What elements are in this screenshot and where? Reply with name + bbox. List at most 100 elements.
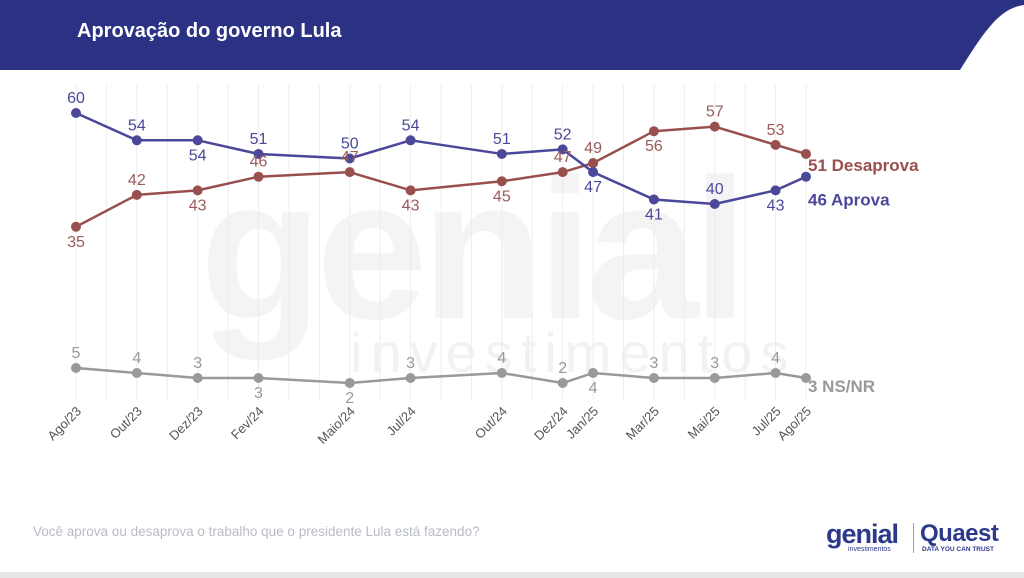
nsnr-data-label: 2: [345, 390, 354, 407]
desaprova-point: [71, 221, 81, 232]
x-tick-label: Dez/23: [166, 404, 206, 444]
desaprova-point: [344, 167, 355, 178]
aprova-data-label: 40: [706, 181, 724, 198]
desaprova-data-label: 35: [67, 234, 85, 251]
x-tick-label: Fev/24: [228, 404, 267, 443]
nsnr-data-label: 4: [589, 380, 598, 397]
aprova-data-label: 51: [493, 131, 511, 148]
desaprova-data-label: 47: [341, 149, 359, 166]
logo-divider: [913, 523, 914, 553]
desaprova-end-label: 51 Desaprova: [808, 156, 919, 175]
nsnr-point: [588, 368, 599, 378]
watermark-logo: genial investimentos: [200, 150, 840, 410]
nsnr-data-label: 4: [132, 350, 141, 367]
aprova-point: [71, 108, 81, 118]
aprova-data-label: 41: [645, 206, 663, 223]
x-tick-label: Maio/24: [315, 404, 358, 447]
desaprova-point: [496, 176, 507, 187]
nsnr-point: [131, 368, 142, 378]
desaprova-data-label: 43: [402, 197, 420, 214]
desaprova-point: [588, 158, 599, 169]
aprova-data-label: 54: [189, 147, 207, 164]
page-title: Aprovação do governo Lula: [77, 20, 342, 42]
desaprova-point: [131, 189, 142, 200]
desaprova-data-label: 45: [493, 188, 511, 205]
x-tick-label: Mai/25: [685, 404, 723, 442]
nsnr-point: [344, 378, 355, 388]
aprova-point: [253, 148, 264, 159]
nsnr-point: [496, 368, 507, 378]
nsnr-data-label: 3: [406, 355, 415, 372]
grid-lines: [75, 85, 807, 400]
aprova-point: [192, 135, 203, 146]
aprova-data-label: 43: [767, 197, 785, 214]
desaprova-data-label: 47: [554, 149, 572, 166]
nsnr-data-label: 4: [771, 350, 780, 367]
x-tick-label: Ago/23: [44, 404, 84, 444]
desaprova-point: [192, 185, 203, 196]
aprova-end-label: 46 Aprova: [808, 191, 890, 210]
x-tick-label: Ago/25: [774, 404, 814, 444]
nsnr-data-label: 5: [72, 345, 81, 362]
desaprova-data-label: 53: [767, 122, 785, 139]
desaprova-point: [405, 185, 416, 196]
aprova-data-label: 50: [341, 136, 359, 153]
x-tick-label: Dez/24: [531, 404, 571, 444]
x-tick-label: Mar/25: [623, 404, 662, 443]
x-tick-label: Out/23: [107, 404, 145, 442]
aprova-data-label: 60: [67, 90, 85, 107]
aprova-point: [405, 135, 416, 146]
desaprova-data-label: 57: [706, 104, 724, 121]
x-tick-label: Out/24: [472, 404, 510, 442]
desaprova-point: [801, 148, 811, 159]
aprova-data-label: 51: [250, 131, 268, 148]
nsnr-data-label: 3: [710, 355, 719, 372]
quaest-logo-text: Quaest: [920, 520, 999, 547]
desaprova-point: [709, 121, 720, 132]
aprova-data-label: 52: [554, 126, 572, 143]
genial-logo-sub: investimentos: [848, 546, 891, 553]
aprova-point: [496, 148, 507, 159]
aprova-point: [131, 135, 142, 146]
aprova-point: [648, 194, 659, 205]
aprova-point: [588, 167, 599, 178]
series-layer: [71, 108, 811, 388]
nsnr-point: [648, 373, 659, 383]
nsnr-data-label: 3: [254, 385, 263, 402]
desaprova-point: [648, 126, 659, 137]
nsnr-point: [770, 368, 781, 378]
header-background: [0, 0, 1024, 70]
nsnr-data-label: 3: [649, 355, 658, 372]
nsnr-data-label: 2: [558, 360, 567, 377]
survey-question: Você aprova ou desaprova o trabalho que …: [33, 524, 480, 539]
desaprova-point: [770, 139, 781, 150]
nsnr-data-label: 4: [497, 350, 506, 367]
genial-logo-text: genial: [826, 519, 899, 549]
nsnr-point: [192, 373, 203, 383]
aprova-data-label: 54: [402, 117, 420, 134]
aprova-point: [709, 199, 720, 209]
nsnr-point: [405, 373, 416, 383]
aprova-point: [557, 144, 568, 155]
nsnr-point: [801, 373, 811, 383]
nsnr-point: [253, 373, 264, 383]
nsnr-point: [709, 373, 720, 383]
desaprova-data-label: 46: [250, 154, 268, 171]
aprova-point: [801, 171, 811, 182]
aprova-point: [344, 153, 355, 164]
desaprova-point: [557, 167, 568, 178]
nsnr-data-label: 3: [193, 355, 202, 372]
x-axis: Ago/23 Out/23 Dez/23 Fev/24 Maio/24 Jul/24 Out…: [44, 404, 814, 447]
desaprova-data-label: 43: [189, 197, 207, 214]
quaest-logo-sub: DATA YOU CAN TRUST: [922, 546, 994, 553]
x-tick-label: Jul/24: [384, 404, 419, 439]
genial-logo: genial investimentos: [826, 520, 908, 556]
desaprova-data-label: 56: [645, 138, 663, 155]
aprova-point: [770, 185, 781, 196]
aprova-data-label: 54: [128, 117, 146, 134]
x-tick-label: Jan/25: [563, 404, 601, 442]
nsnr-point: [557, 378, 568, 388]
header-banner: Aprovação do governo Lula: [0, 0, 1024, 70]
